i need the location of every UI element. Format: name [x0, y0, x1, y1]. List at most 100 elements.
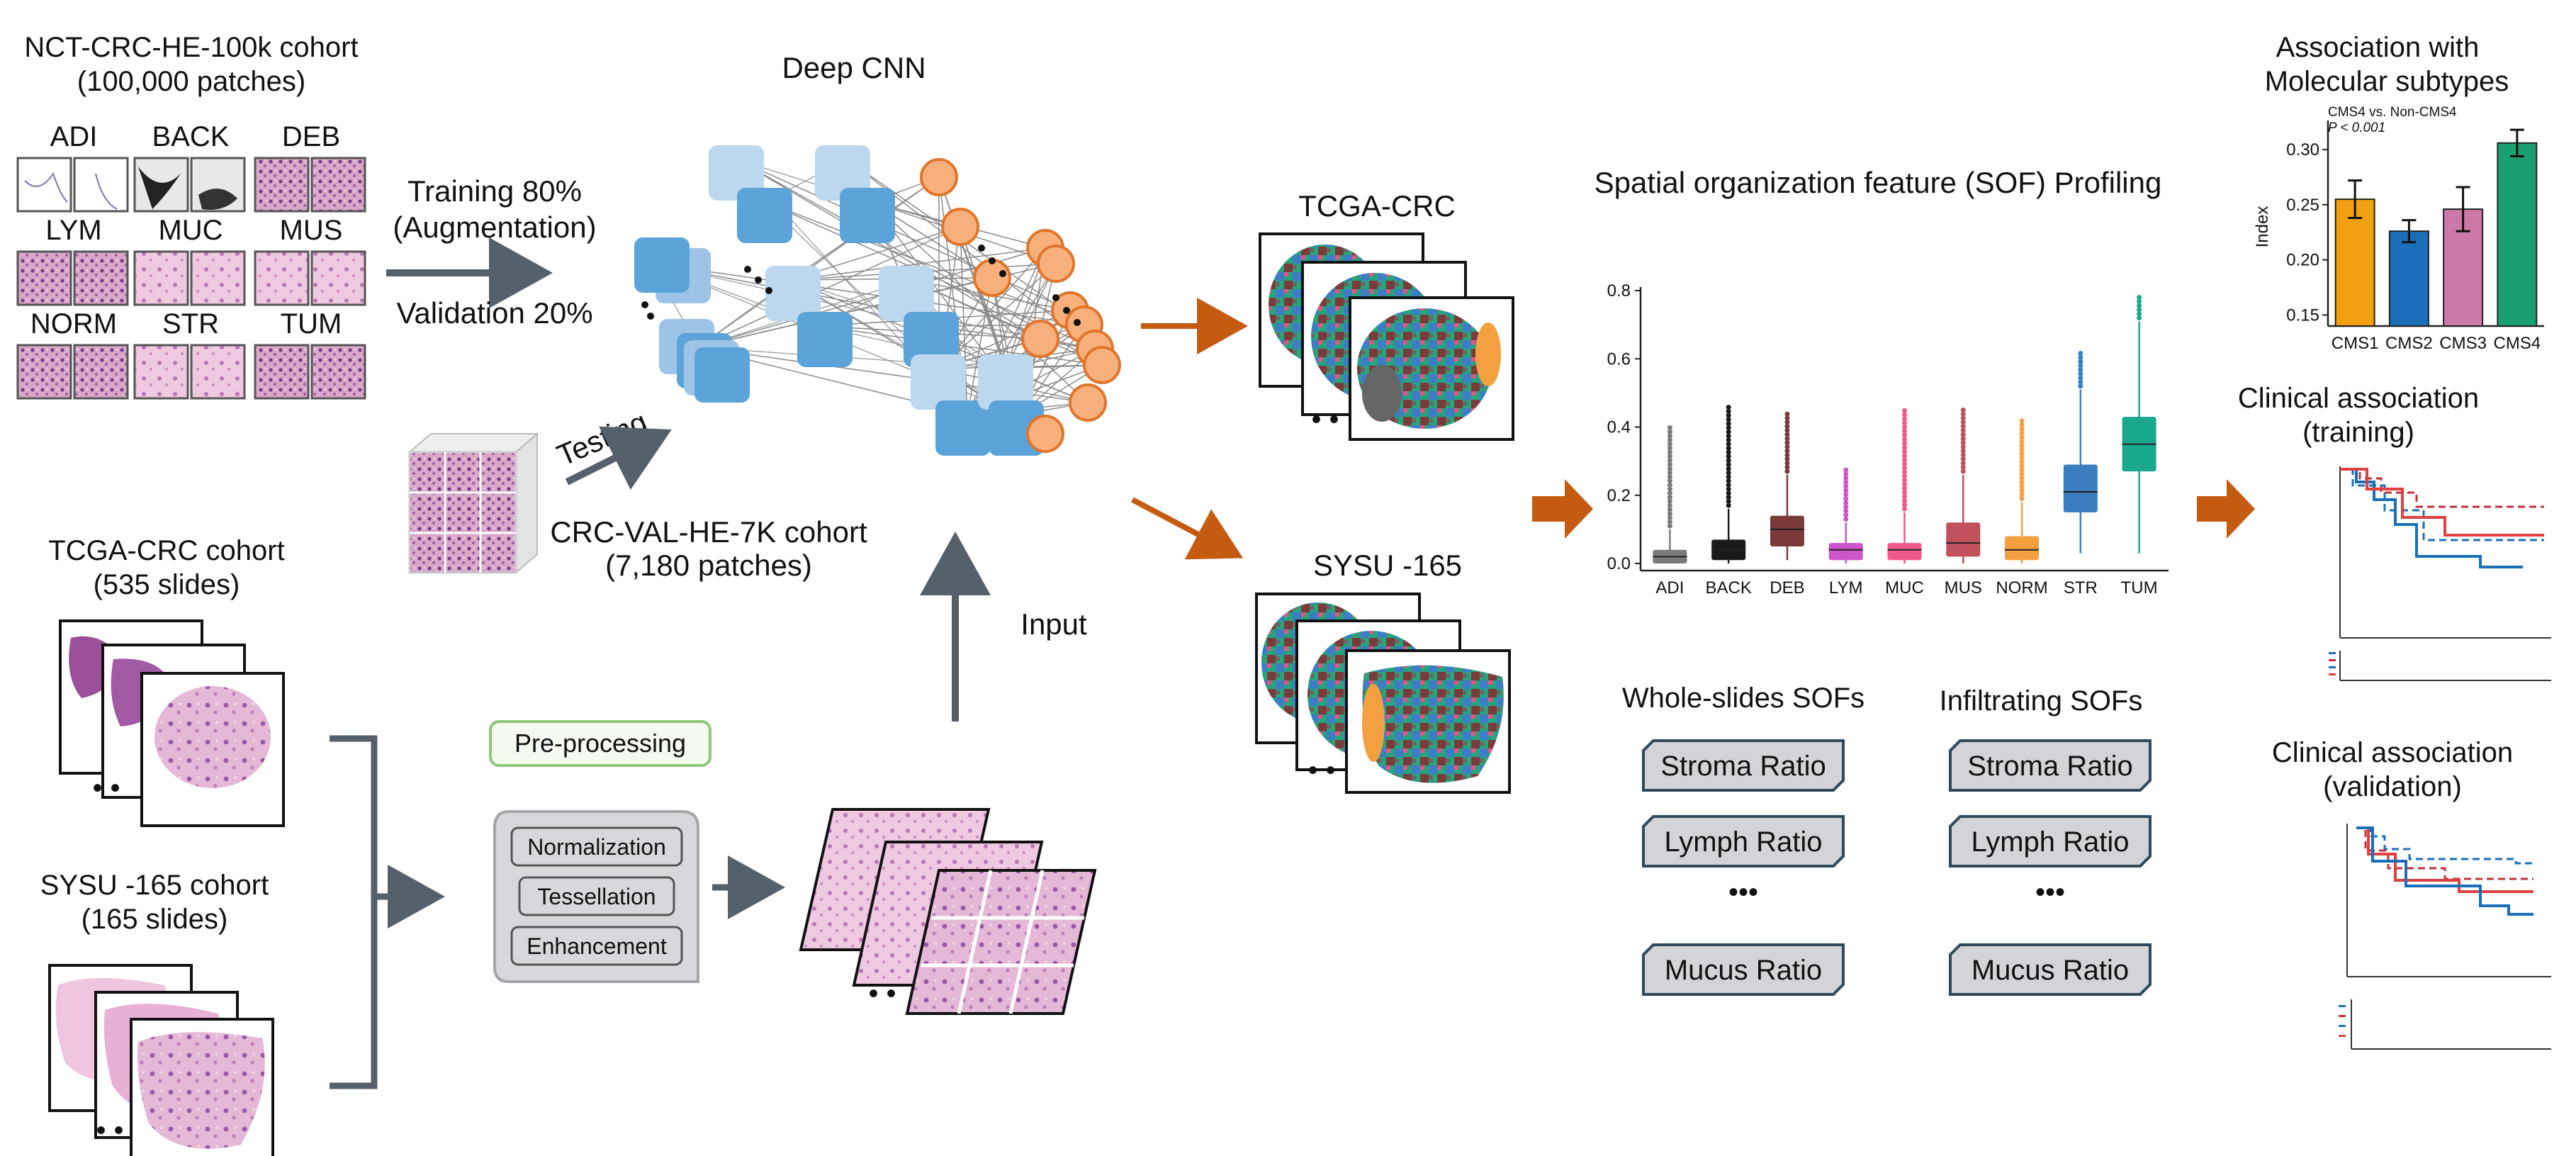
- tissue-patch: [73, 250, 129, 306]
- boxplot-outlier: [1667, 498, 1672, 504]
- boxplot-outlier: [1902, 416, 1907, 422]
- boxplot-box-str: [2063, 464, 2098, 512]
- boxplot-outlier: [1726, 445, 1731, 451]
- boxplot-outlier: [2019, 463, 2025, 468]
- boxplot-outlier: [1784, 468, 1790, 474]
- boxplot-outlier: [2019, 488, 2025, 493]
- boxplot-outlier: [1667, 474, 1672, 480]
- cnn-output-node: [973, 259, 1011, 297]
- cnn-output-node: [1083, 346, 1121, 384]
- preprocessing-tag: [489, 720, 712, 767]
- boxplot-outlier: [1843, 467, 1849, 473]
- boxplot-outlier: [1784, 440, 1790, 446]
- validation-patch-cube: [407, 432, 539, 575]
- tcga-segmentation-stack: • •: [1259, 232, 1514, 441]
- boxplot-outlier: [2137, 298, 2142, 304]
- normalization-step: [510, 826, 683, 867]
- boxplot-outlier: [1960, 464, 1966, 470]
- boxplot-y-tick: 0.4: [1607, 418, 1631, 437]
- whole-sof-box: [1642, 943, 1845, 996]
- boxplot-outlier: [1784, 411, 1790, 417]
- validation-split-label: Validation 20%: [396, 296, 592, 330]
- boxplot-outlier: [2019, 455, 2025, 461]
- boxplot-outlier: [1726, 454, 1731, 459]
- boxplot-outlier: [1960, 461, 1966, 466]
- boxplot-outlier: [1843, 504, 1849, 510]
- training-association-title-line1: Clinical association: [2238, 383, 2479, 414]
- boxplot-outlier: [2137, 295, 2142, 301]
- boxplot-outlier: [1902, 432, 1907, 438]
- tissue-patch: [310, 344, 366, 400]
- cnn-output-node: [920, 158, 958, 196]
- svg-text:• •: • •: [868, 978, 896, 1009]
- boxplot-outlier: [1667, 511, 1672, 517]
- boxplot-outlier: [2137, 311, 2142, 317]
- boxplot-outlier: [1667, 507, 1672, 512]
- boxplot-outlier: [2019, 483, 2025, 489]
- boxplot-outlier: [2078, 379, 2083, 385]
- val-cohort-subtitle: (7,180 patches): [605, 549, 812, 582]
- boxplot-outlier: [2019, 418, 2025, 424]
- boxplot-outlier: [1726, 498, 1731, 504]
- boxplot-outlier: [1784, 452, 1790, 458]
- boxplot-outlier: [1843, 479, 1849, 485]
- boxplot-x-tick: LYM: [1829, 578, 1863, 597]
- cnn-output-node: [941, 208, 979, 246]
- bar-x-tick: CMS2: [2385, 334, 2433, 353]
- infil-sof-label: Lymph Ratio: [1971, 826, 2129, 858]
- boxplot-x-tick: MUS: [1945, 578, 1982, 597]
- boxplot-outlier: [1902, 486, 1907, 491]
- tissue-class-label-lym: LYM: [45, 215, 101, 246]
- tcga-output-label: TCGA-CRC: [1298, 189, 1456, 223]
- boxplot-outlier: [1784, 464, 1790, 470]
- boxplot-outlier: [1667, 433, 1672, 439]
- boxplot-outlier: [1843, 508, 1849, 514]
- boxplot-outlier: [2019, 467, 2025, 473]
- boxplot-outlier: [1726, 466, 1731, 471]
- tissue-class-label-norm: NORM: [30, 308, 117, 339]
- whole-sofs-title: Whole-slides SOFs: [1622, 683, 1864, 714]
- boxplot-outlier: [1960, 424, 1966, 430]
- boxplot-outlier: [1902, 469, 1907, 475]
- cnn-node: [840, 188, 895, 243]
- tile-stack: • •: [799, 808, 1097, 1015]
- cnn-node: [935, 400, 991, 456]
- whole-sof-ellipsis: •••: [1728, 877, 1758, 908]
- cnn-node: [815, 145, 870, 201]
- infiltrating-sofs-title: Infiltrating SOFs: [1940, 685, 2143, 717]
- bar-x-tick: CMS1: [2332, 334, 2379, 353]
- boxplot-outlier: [1726, 486, 1731, 492]
- cnn-node: [765, 266, 821, 321]
- validation-km-plot: [2339, 824, 2551, 1050]
- cnn-node: [694, 347, 750, 403]
- boxplot-outlier: [1726, 490, 1731, 496]
- enhancement-step: [510, 926, 683, 966]
- training-km-plot: [2329, 466, 2551, 681]
- boxplot-outlier: [1784, 436, 1790, 442]
- sysu-cohort-subtitle: (165 slides): [81, 904, 228, 935]
- boxplot-outlier: [1960, 456, 1966, 462]
- bar-y-label: Index: [2253, 206, 2272, 248]
- boxplot-y-tick: 0.0: [1607, 554, 1631, 573]
- boxplot-outlier: [1726, 437, 1731, 443]
- boxplot-outlier: [1667, 495, 1672, 500]
- bar-pvalue: P < 0.001: [2328, 120, 2385, 135]
- boxplot-outlier: [1843, 488, 1849, 493]
- boxplot-outlier: [1784, 420, 1790, 425]
- tissue-patch: [254, 250, 310, 306]
- boxplot-outlier: [1902, 437, 1907, 442]
- cnn-output-node: [1037, 245, 1075, 283]
- whole-sof-box: [1642, 815, 1845, 868]
- boxplot-outlier: [1902, 425, 1907, 430]
- boxplot-outlier: [1784, 448, 1790, 454]
- infil-sof-box: [1949, 739, 2152, 792]
- tissue-class-label-muc: MUC: [158, 215, 223, 246]
- cnn-node: [904, 312, 959, 367]
- boxplot-outlier: [2019, 459, 2025, 465]
- sof-boxplot: 0.0 0.2 0.4 0.6 0.8 ADI BACK DEB LYM MUC MUS NORM ST…: [1607, 281, 2169, 597]
- boxplot-outlier: [1667, 445, 1672, 451]
- boxplot-outlier: [1960, 436, 1966, 442]
- molecular-title-line2: Molecular subtypes: [2265, 66, 2509, 97]
